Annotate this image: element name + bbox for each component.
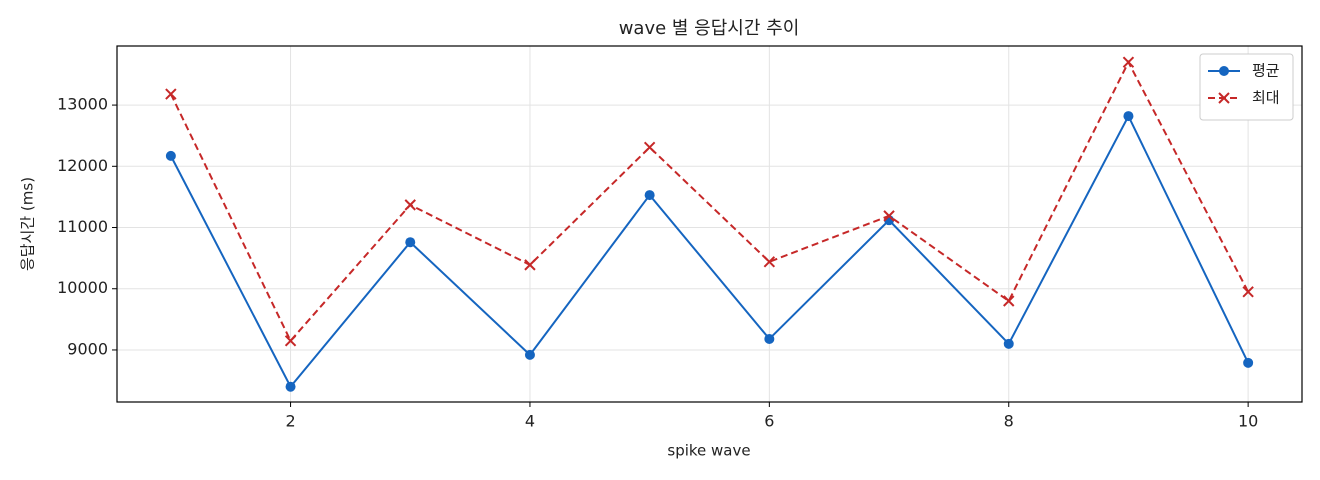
marker: [1122, 56, 1135, 68]
legend-label: 최대: [1252, 89, 1280, 107]
x-tick-label: 6: [764, 412, 774, 431]
marker: [1003, 295, 1015, 307]
y-axis-label: 응답시간 (ms): [19, 177, 37, 271]
legend-label: 평균: [1252, 62, 1280, 80]
marker: [404, 199, 416, 211]
y-tick-label: 13000: [57, 95, 108, 114]
y-tick-label: 10000: [57, 278, 108, 297]
legend-marker: [1219, 66, 1229, 76]
marker: [284, 335, 297, 347]
y-tick-label: 9000: [67, 339, 108, 358]
series-line: [169, 60, 1250, 343]
marker: [165, 88, 177, 100]
x-axis-label: spike wave: [667, 442, 750, 460]
marker: [1003, 338, 1014, 349]
marker: [644, 190, 655, 201]
plot: [165, 56, 1254, 392]
marker: [285, 381, 296, 392]
plot-frame: [116, 45, 1303, 403]
series-line: [169, 113, 1250, 389]
marker: [883, 210, 895, 222]
marker: [165, 150, 176, 161]
x-tick-label: 8: [1004, 412, 1014, 431]
y-tick-label: 11000: [57, 217, 108, 236]
legend-marker: [1218, 92, 1230, 104]
y-tick-label: 12000: [57, 156, 108, 175]
chart-title: wave 별 응답시간 추이: [619, 18, 800, 39]
marker: [1123, 111, 1134, 122]
marker: [764, 333, 775, 344]
marker: [1242, 286, 1254, 298]
marker: [405, 237, 416, 248]
marker: [524, 349, 535, 360]
marker: [524, 259, 536, 271]
marker: [643, 141, 656, 154]
x-tick-label: 10: [1238, 412, 1258, 431]
x-tick-label: 4: [525, 412, 535, 431]
x-tick-label: 2: [285, 412, 295, 431]
marker: [1243, 357, 1254, 368]
grid: [117, 46, 1302, 402]
marker: [763, 256, 776, 268]
